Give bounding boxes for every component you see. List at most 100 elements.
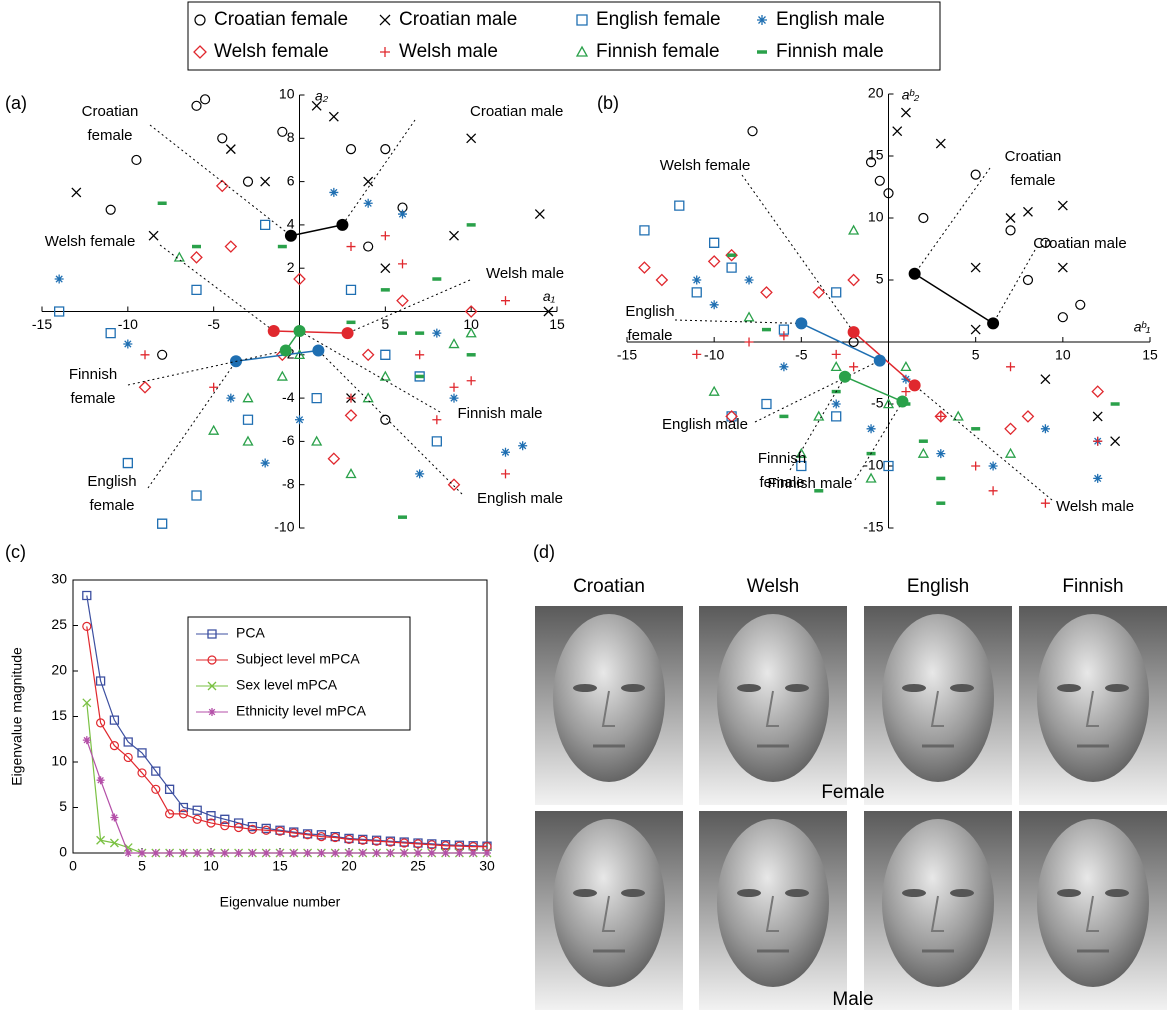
annotation: Croatian xyxy=(1005,148,1062,165)
annotation: Welsh female xyxy=(660,157,751,174)
y-tick-label: 15 xyxy=(868,147,884,163)
scatter-point xyxy=(779,331,789,341)
line-point xyxy=(441,849,450,857)
scatter-point xyxy=(1110,436,1121,447)
panel-label: (a) xyxy=(5,93,27,113)
line-point xyxy=(220,821,230,831)
legend-label: Welsh male xyxy=(399,41,498,62)
centroid xyxy=(341,327,354,340)
nose xyxy=(1085,895,1099,932)
scatter-point xyxy=(708,385,720,396)
legend-box xyxy=(187,616,411,731)
line-point xyxy=(206,818,216,828)
line-point xyxy=(164,784,175,794)
scatter-point xyxy=(431,436,442,447)
centroid xyxy=(795,317,808,330)
line-point xyxy=(220,814,230,824)
pair-link xyxy=(290,224,343,237)
scatter-point xyxy=(217,133,228,144)
column-label: English xyxy=(907,576,969,597)
leader-line xyxy=(347,279,471,334)
nose xyxy=(765,895,779,932)
line-point xyxy=(151,784,161,794)
scatter-point xyxy=(831,287,842,298)
line-point xyxy=(358,849,367,857)
line-point xyxy=(289,828,299,838)
scatter-point xyxy=(448,338,460,349)
y-tick-label: 0 xyxy=(59,844,67,860)
nose xyxy=(601,690,615,727)
scatter-point xyxy=(54,306,65,317)
legend-box xyxy=(187,1,941,71)
scatter-point xyxy=(831,399,841,409)
leader-line xyxy=(159,244,275,332)
centroid xyxy=(279,344,292,357)
scatter-point xyxy=(707,255,721,268)
y-axis-label: a₂ xyxy=(315,88,329,104)
panel-label: (b) xyxy=(597,93,619,113)
eye xyxy=(737,889,761,897)
line-point xyxy=(372,849,381,857)
scatter-point xyxy=(449,230,459,241)
scatter-point xyxy=(1004,447,1017,458)
scatter-point xyxy=(935,138,946,149)
scatter-point xyxy=(725,248,738,262)
eye xyxy=(573,889,597,897)
scatter-point xyxy=(874,175,885,186)
scatter-point xyxy=(900,107,911,118)
scatter-point xyxy=(157,518,168,529)
legend-label: Welsh female xyxy=(214,41,329,62)
panel-label: (d) xyxy=(533,542,555,562)
scatter-point xyxy=(501,469,510,479)
leader-line xyxy=(147,361,237,489)
scatter-point xyxy=(1022,274,1034,286)
scatter-point xyxy=(173,251,185,262)
legend-marker xyxy=(207,655,217,665)
centroid xyxy=(293,324,306,337)
scatter-point xyxy=(191,490,202,501)
scatter-point xyxy=(148,230,159,241)
scatter-point xyxy=(883,460,894,472)
line-point xyxy=(151,766,161,776)
annotation: female xyxy=(87,127,132,144)
annotation: Croatian xyxy=(82,103,139,120)
line-point xyxy=(234,849,243,857)
scatter-point xyxy=(380,263,391,274)
line-point xyxy=(151,849,160,857)
scatter-point xyxy=(465,327,477,338)
legend-marker xyxy=(194,14,206,26)
centroid xyxy=(336,218,349,231)
leader-line xyxy=(127,349,286,386)
line-point xyxy=(123,737,133,747)
scatter-point xyxy=(892,126,903,137)
centroid xyxy=(873,354,886,367)
y-tick-label: 10 xyxy=(51,753,67,769)
x-tick-label: 25 xyxy=(410,858,426,874)
leader-line xyxy=(789,376,846,471)
legend-marker xyxy=(575,45,589,57)
annotation: Croatian male xyxy=(470,103,563,120)
leader-line xyxy=(674,319,802,324)
scatter-point xyxy=(795,447,807,458)
scatter-point xyxy=(501,296,510,306)
y-tick-label: 4 xyxy=(287,216,295,232)
scatter-point xyxy=(466,376,476,386)
line-point xyxy=(138,849,146,857)
scatter-point xyxy=(329,187,339,197)
pair-link xyxy=(235,349,319,363)
eye xyxy=(950,684,974,692)
scatter-point xyxy=(293,272,306,286)
leader-line xyxy=(754,360,881,423)
scatter-point xyxy=(901,374,911,384)
face xyxy=(717,819,829,987)
y-tick-label: 5 xyxy=(59,798,67,814)
x-tick-label: -15 xyxy=(32,316,52,332)
row-label: Female xyxy=(821,782,884,803)
line-point xyxy=(178,802,189,813)
scatter-point xyxy=(242,392,254,403)
scatter-point xyxy=(692,349,702,359)
annotation: female xyxy=(759,474,804,491)
scatter-point xyxy=(725,410,738,423)
scatter-point xyxy=(140,350,150,360)
centroid xyxy=(987,317,1000,330)
